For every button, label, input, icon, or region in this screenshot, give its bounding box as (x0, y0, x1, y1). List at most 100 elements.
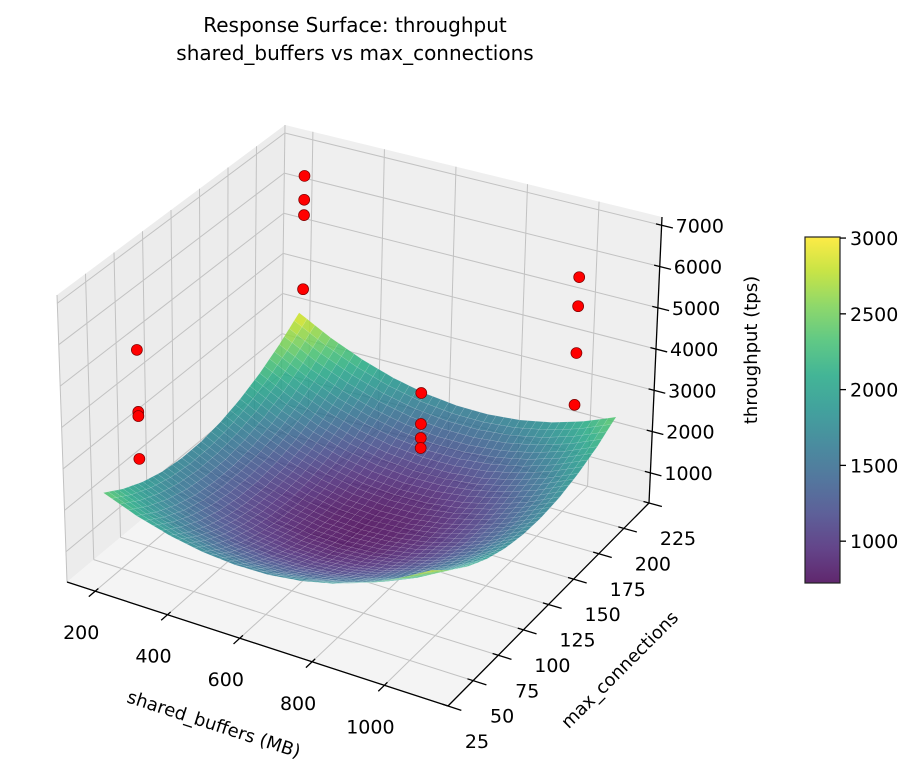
surface-patch (478, 556, 492, 561)
z-tick-mark (653, 264, 672, 270)
y-gridline (85, 273, 95, 560)
scatter-point (298, 193, 311, 206)
scatter-points (131, 170, 586, 465)
colorbar-tick-label: 2500 (850, 304, 898, 326)
colorbar-tick-label: 1500 (850, 455, 898, 477)
surface-patch (574, 459, 589, 469)
x-tick-label: 400 (135, 646, 171, 668)
y-gridline (93, 559, 474, 682)
chart-title-line-1: Response Surface: throughput (203, 13, 507, 37)
y-tick-mark (442, 703, 462, 711)
y-gridline (227, 167, 229, 448)
y-gridline (170, 209, 175, 493)
colorbar-tick-label: 3000 (850, 228, 898, 250)
x-axis-label: shared_buffers (MB) (124, 687, 303, 763)
surface-patch (423, 570, 437, 573)
y-tick-mark (542, 602, 562, 610)
surface (102, 312, 617, 584)
chart-title-line-2: shared_buffers vs max_connections (176, 41, 533, 65)
z-axis-label: throughput (tps) (741, 276, 762, 424)
y-tick-mark (467, 678, 487, 686)
y-tick-label: 175 (610, 579, 646, 601)
x-tick-label: 800 (280, 693, 316, 715)
z-tick-label: 6000 (674, 257, 722, 279)
y-tick-label: 225 (660, 528, 696, 550)
y-tick-mark (643, 500, 663, 508)
colorbar: 1000 1500 2000 2500 3000 (804, 228, 898, 584)
z-tick-mark (655, 223, 674, 229)
z-tick-label: 3000 (668, 380, 716, 402)
z-gridline (284, 132, 662, 226)
y-gridline (56, 294, 68, 583)
z-gridline (58, 172, 285, 346)
y-tick-label: 200 (635, 553, 671, 575)
z-gridline (56, 132, 286, 304)
scatter-point (298, 170, 311, 182)
y-tick-label: 25 (465, 731, 489, 753)
y-tick-mark (593, 551, 612, 559)
surface-patch (514, 529, 529, 537)
z-tick-mark (652, 305, 670, 312)
z-gridline (62, 293, 283, 470)
z-gridline (64, 333, 283, 511)
z-tick-label: 2000 (666, 422, 714, 444)
surface-patch (491, 548, 505, 553)
surface-patch (464, 562, 478, 567)
y-tick-label: 125 (559, 630, 595, 652)
scatter-point (573, 271, 586, 284)
z-gridline (59, 212, 285, 387)
surface-patch (501, 541, 515, 547)
colorbar-bar (804, 236, 841, 584)
scatter-point (298, 209, 310, 222)
z-axis-line (648, 216, 663, 504)
surface-patch (441, 568, 455, 573)
y-gridline (142, 231, 148, 515)
scatter-point (568, 399, 581, 411)
colorbar-tick-label: 1000 (850, 531, 898, 553)
surface-patch (469, 560, 483, 565)
surface-patch (583, 446, 598, 455)
y-tick-mark (567, 576, 587, 584)
surface-patch (451, 567, 464, 571)
scatter-point (133, 453, 146, 465)
scatter-point (132, 410, 145, 422)
z-tick-mark (644, 470, 662, 477)
y-tick-mark (492, 652, 512, 661)
z-gridline (284, 172, 660, 268)
scatter-point (570, 347, 583, 359)
surface-patch (510, 534, 524, 540)
scatter-point (414, 442, 427, 454)
z-tick-label: 5000 (672, 298, 720, 320)
surface-patch (598, 424, 612, 434)
z-gridline (283, 212, 658, 309)
y-gridline (199, 188, 202, 471)
z-tick-mark (646, 429, 664, 436)
surface-patch (560, 478, 575, 487)
surface-patch (428, 569, 442, 573)
y-tick-label: 150 (584, 604, 620, 626)
y-tick-label: 75 (515, 680, 539, 702)
x-tick-mark (377, 681, 388, 692)
y-tick-label: 50 (490, 706, 514, 728)
surface-patch (555, 484, 570, 493)
z-tick-label: 4000 (670, 339, 718, 361)
surface-patch (602, 416, 617, 426)
x-tick-label: 200 (63, 622, 99, 644)
surface-patch (432, 569, 446, 573)
x-tick-label: 1000 (346, 716, 394, 738)
z-tick-mark (650, 346, 668, 353)
surface-patch (546, 496, 561, 504)
surface-patch (437, 569, 451, 573)
x-gridline (447, 166, 457, 449)
surface-patch (446, 567, 460, 572)
scatter-point (572, 300, 584, 313)
x-tick-label: 600 (208, 669, 244, 691)
scatter-point (414, 432, 427, 444)
z-tick-mark (648, 388, 666, 394)
colorbar-tick-label: 2000 (850, 380, 898, 402)
surface-patch (473, 558, 487, 563)
y-tick-mark (618, 526, 637, 533)
axes (66, 216, 674, 711)
